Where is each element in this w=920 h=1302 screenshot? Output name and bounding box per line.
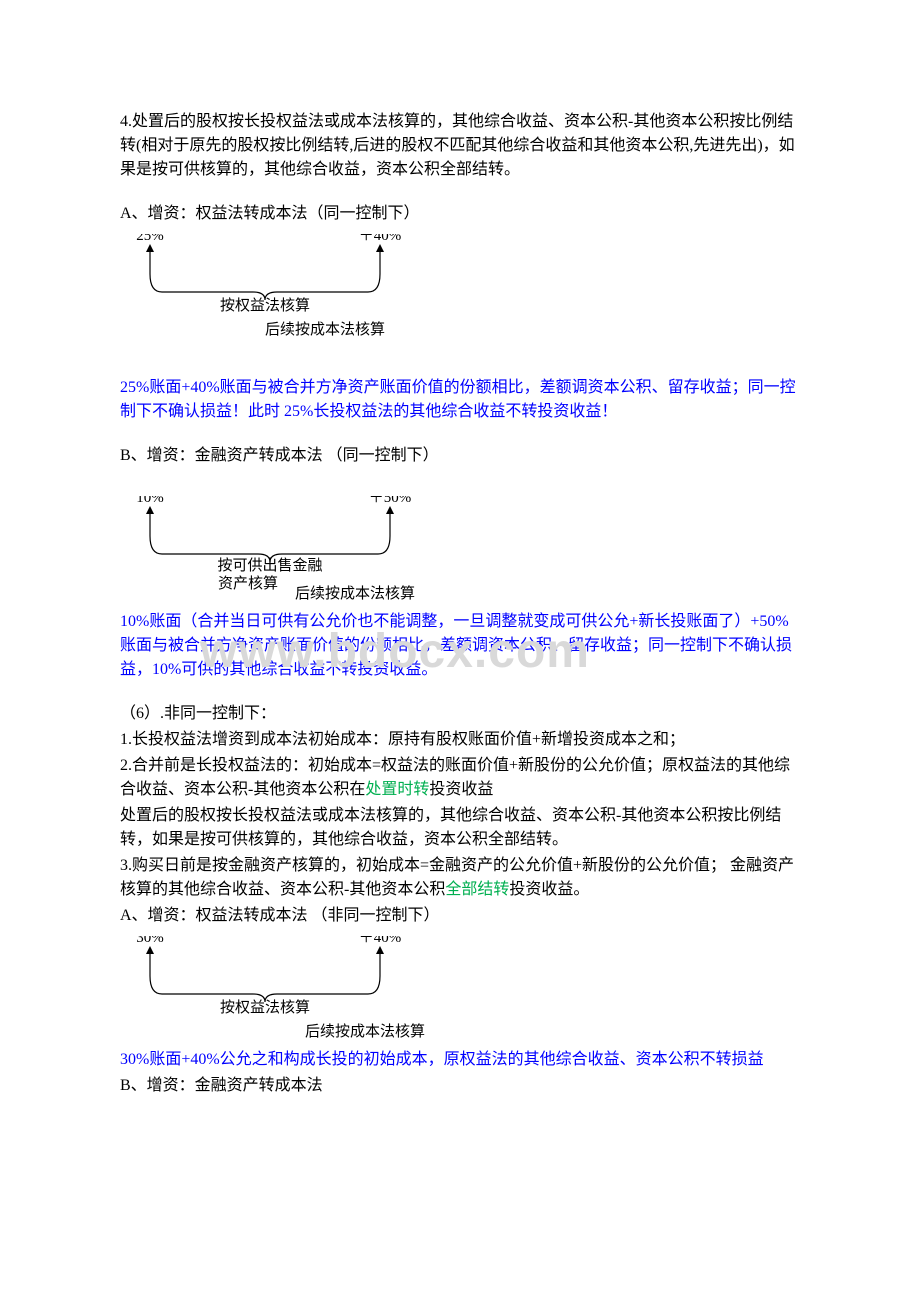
spacer — [120, 348, 800, 376]
diagram-2: 10% ＋50% 按可供出售金融资产核算后续按成本法核算 — [120, 496, 800, 606]
para-4: 4.处置后的股权按长投权益法或成本法核算的，其他综合收益、资本公积-其他资本公积… — [120, 110, 800, 182]
para-6-2-cont: 处置后的股权按长投权益法或成本法核算的，其他综合收益、资本公积-其他资本公积按比… — [120, 804, 800, 852]
para-6-3-c: 投资收益。 — [509, 881, 589, 898]
para-6-3: 3.购买日前是按金融资产核算的，初始成本=金融资产的公允价值+新股份的公允价值；… — [120, 854, 800, 902]
svg-text:10%: 10% — [136, 496, 164, 506]
svg-text:＋50%: ＋50% — [369, 496, 412, 506]
svg-text:资产核算: 资产核算 — [218, 574, 278, 592]
para-6-2-b: 处置时转 — [365, 781, 429, 798]
diagram-3: 30% ＋40% 按权益法核算后续按成本法核算 — [120, 936, 800, 1044]
spacer — [120, 470, 800, 488]
para-B-diff: B、增资：金融资产转成本法 — [120, 1074, 800, 1098]
para-30pct-note: 30%账面+40%公允之和构成长投的初始成本，原权益法的其他综合收益、资本公积不… — [120, 1048, 800, 1072]
spacer — [120, 184, 800, 202]
diagram-3-svg: 30% ＋40% 按权益法核算后续按成本法核算 — [120, 936, 460, 1044]
para-25pct-note: 25%账面+40%账面与被合并方净资产账面价值的份额相比，差额调资本公积、留存收… — [120, 376, 800, 424]
para-6-3-b: 全部结转 — [445, 881, 509, 898]
document-page: www.bdocx.com 4.处置后的股权按长投权益法或成本法核算的，其他综合… — [0, 0, 920, 1302]
svg-text:＋40%: ＋40% — [359, 234, 402, 244]
svg-text:30%: 30% — [136, 936, 164, 946]
diagram-1: 25% ＋40% 按权益法核算后续按成本法核算 — [120, 234, 800, 344]
para-A-diff: A、增资：权益法转成本法 （非同一控制下） — [120, 904, 800, 928]
para-6-2: 2.合并前是长投权益法的：初始成本=权益法的账面价值+新股份的公允价值；原权益法… — [120, 754, 800, 802]
diagram-2-svg: 10% ＋50% 按可供出售金融资产核算后续按成本法核算 — [120, 496, 480, 606]
svg-text:按权益法核算: 按权益法核算 — [220, 296, 310, 314]
svg-text:后续按成本法核算: 后续按成本法核算 — [305, 1022, 425, 1040]
spacer — [120, 684, 800, 702]
svg-text:＋40%: ＋40% — [359, 936, 402, 946]
svg-text:后续按成本法核算: 后续按成本法核算 — [265, 320, 385, 338]
svg-text:后续按成本法核算: 后续按成本法核算 — [295, 584, 415, 602]
para-10pct-note: 10%账面（合并当日可供有公允价也不能调整，一旦调整就变成可供公允+新长投账面了… — [120, 610, 800, 682]
para-B-same: B、增资：金融资产转成本法 （同一控制下） — [120, 444, 800, 468]
svg-text:按可供出售金融: 按可供出售金融 — [217, 557, 322, 574]
svg-text:按权益法核算: 按权益法核算 — [220, 998, 310, 1016]
spacer — [120, 426, 800, 444]
diagram-1-svg: 25% ＋40% 按权益法核算后续按成本法核算 — [120, 234, 460, 344]
para-6-1: 1.长投权益法增资到成本法初始成本：原持有股权账面价值+新增投资成本之和； — [120, 728, 800, 752]
para-6-2-c: 投资收益 — [429, 781, 493, 798]
svg-text:25%: 25% — [136, 234, 164, 244]
para-A-same-1: A、增资：权益法转成本法（同一控制下） — [120, 202, 800, 226]
para-6-heading: （6）.非同一控制下： — [120, 702, 800, 726]
